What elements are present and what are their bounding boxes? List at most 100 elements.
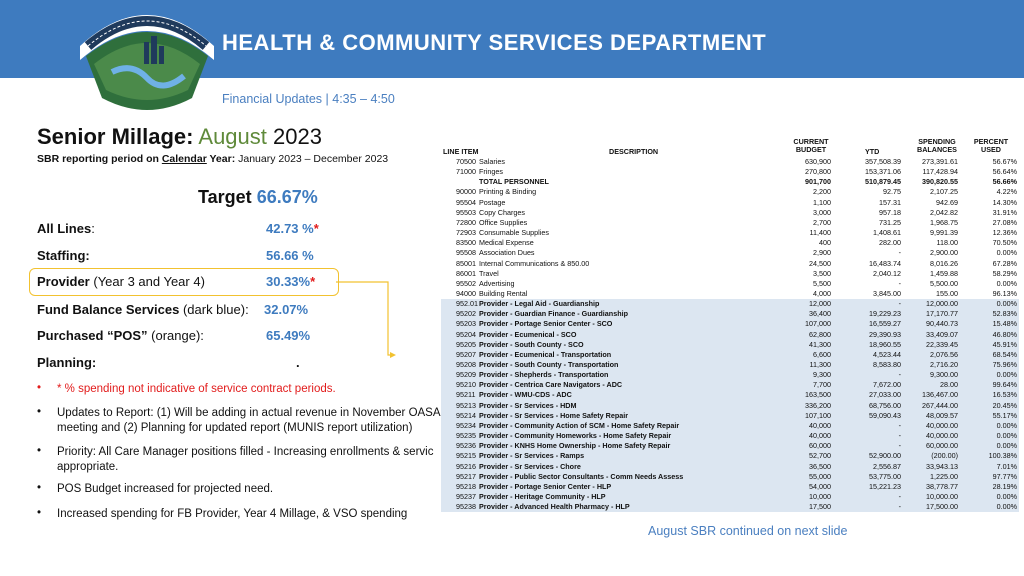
budget-cell: 6,600: [813, 349, 831, 359]
line-item-code: 95215: [456, 451, 476, 461]
metric-all-lines-value: 42.73 %*: [266, 221, 319, 236]
header-balances: SPENDING BALANCES: [912, 138, 962, 154]
bullet-marker: •: [37, 406, 42, 418]
bullet-text: POS Budget increased for projected need.: [57, 483, 274, 495]
line-item-description: Travel: [479, 268, 499, 278]
line-item-description: Provider - Sr Services - Home Safety Rep…: [479, 410, 629, 420]
metric-value: 30.33%: [266, 274, 311, 289]
metric-label-bold: Provider: [37, 274, 90, 289]
ytd-cell: 357,508.39: [865, 157, 901, 166]
budget-cell: 107,000: [805, 319, 831, 329]
line-item-description: Provider - South County - Transportation: [479, 360, 619, 369]
table-row: 95202 Provider - Guardian Finance - Guard…: [441, 309, 1019, 320]
bullet-text: Updates to Report: (1) Will be adding in…: [57, 407, 441, 419]
metric-provider: Provider (Year 3 and Year 4): [37, 274, 205, 289]
budget-cell: 11,300: [809, 360, 831, 369]
table-row: 71000 Fringes 270,800 153,371.06 117,428.94 5…: [441, 167, 1019, 177]
table-row: 72800 Office Supplies 2,700 731.25 1,968.75 2…: [441, 218, 1019, 228]
sbr-period: SBR reporting period on Calendar Year: J…: [37, 153, 388, 165]
budget-cell: 60,000: [809, 441, 831, 451]
metric-fund-balance-value: 32.07%: [264, 302, 308, 317]
ytd-cell: 2,040.12: [873, 268, 901, 278]
line-item-code: 95217: [456, 471, 476, 481]
title-month: August: [198, 124, 267, 149]
budget-cell: 163,500: [805, 390, 831, 400]
metric-value: 42.73 %: [266, 221, 314, 236]
percent-used-cell: 56.66%: [992, 177, 1017, 187]
table-row: 95203 Provider - Portage Senior Center - …: [441, 319, 1019, 330]
balance-cell: 5,500.00: [930, 278, 958, 288]
ytd-cell: 957.18: [879, 207, 901, 217]
table-row: 72903 Consumable Supplies 11,400 1,408.61 9,…: [441, 228, 1019, 238]
line-item-description: Internal Communications & 850.00: [479, 258, 590, 268]
line-item-code: 952.01: [456, 299, 478, 309]
line-item-description: Provider - Heritage Community - HLP: [479, 491, 606, 501]
percent-used-cell: 0.00%: [996, 299, 1017, 309]
header-description: DESCRIPTION: [609, 147, 659, 156]
percent-used-cell: 27.08%: [992, 217, 1017, 227]
balance-cell: 22,339.45: [926, 339, 958, 349]
bullet-text: Increased spending for FB Provider, Year…: [57, 508, 408, 520]
line-item-code: 95218: [456, 481, 476, 491]
balance-cell: 17,500.00: [926, 502, 958, 512]
line-item-description: Provider - South County - SCO: [479, 339, 584, 349]
ytd-cell: -: [898, 420, 901, 430]
page-title: Senior Millage: August 2023: [37, 124, 322, 150]
ytd-cell: 510,879.45: [865, 177, 901, 187]
balance-cell: 40,000.00: [926, 431, 958, 441]
ytd-cell: 52,900.00: [869, 451, 901, 461]
metric-all-lines: All Lines:: [37, 221, 95, 236]
balance-cell: 118.00: [936, 238, 958, 248]
table-row: 95217 Provider - Public Sector Consultant…: [441, 471, 1019, 482]
line-item-code: 95207: [456, 349, 476, 359]
percent-used-cell: 70.50%: [992, 238, 1017, 248]
balance-cell: 2,107.25: [930, 187, 958, 197]
line-item-description: Association Dues: [479, 248, 535, 258]
balance-cell: 2,076.56: [930, 349, 958, 359]
balance-cell: 9,300.00: [930, 370, 958, 380]
ytd-cell: -: [898, 431, 901, 441]
table-row: 70500 Salaries 630,900 357,508.39 273,391.61…: [441, 157, 1019, 167]
line-item-description: Provider - Portage Senior Center - SCO: [479, 319, 613, 329]
percent-used-cell: 75.96%: [992, 360, 1017, 369]
metric-value: .: [296, 355, 300, 370]
line-item-code: 95205: [456, 339, 476, 349]
header-used-line1: PERCENT: [973, 137, 1009, 146]
line-item-code: 72800: [456, 217, 476, 227]
target-heading: Target 66.67%: [198, 187, 318, 208]
metric-staffing-value: 56.66 %: [266, 248, 314, 263]
session-subtitle: Financial Updates | 4:35 – 4:50: [222, 92, 395, 106]
budget-cell: 2,200: [813, 187, 831, 197]
percent-used-cell: 28.19%: [992, 481, 1017, 491]
balance-cell: 2,900.00: [930, 248, 958, 258]
balance-cell: 390,820.55: [922, 177, 958, 187]
budget-cell: 5,500: [813, 278, 831, 288]
line-item-code: 95502: [456, 278, 476, 288]
table-row: 95205 Provider - South County - SCO 41,300…: [441, 339, 1019, 350]
ytd-cell: -: [898, 278, 901, 288]
line-item-description: Provider - Guardian Finance - Guardiansh…: [479, 309, 628, 319]
line-item-code: 94000: [456, 288, 476, 298]
metric-label-bold: Planning:: [37, 355, 97, 370]
table-row: 95508 Association Dues 2,900 - 2,900.00 0.00%: [441, 248, 1019, 258]
ytd-cell: 59,090.43: [869, 410, 901, 420]
line-item-code: 95204: [456, 329, 476, 339]
budget-cell: 7,700: [813, 380, 831, 390]
balance-cell: 38,778.77: [926, 481, 958, 491]
percent-used-cell: 14.30%: [992, 197, 1017, 207]
budget-cell: 3,500: [813, 268, 831, 278]
percent-used-cell: 15.48%: [992, 319, 1017, 329]
line-item-code: 83500: [456, 238, 476, 248]
header-budget: CURRENT BUDGET: [791, 138, 831, 154]
line-item-description: Provider - Community Homeworks - Home Sa…: [479, 431, 672, 441]
line-item-code: 72903: [456, 228, 476, 238]
bullet-text: * % spending not indicative of service c…: [57, 383, 336, 395]
table-row: 94000 Building Rental 4,000 3,845.00 155.00 9…: [441, 289, 1019, 299]
line-item-code: 95234: [456, 420, 476, 430]
metric-label-rest: (Year 3 and Year 4): [89, 274, 205, 289]
line-item-description: Provider - Sr Services - HDM: [479, 400, 577, 410]
metric-fund-balance: Fund Balance Services (dark blue):: [37, 302, 249, 317]
balance-cell: 2,716.20: [930, 360, 958, 369]
ytd-cell: 2,556.87: [873, 461, 901, 471]
header-balances-line1: SPENDING: [918, 137, 956, 146]
